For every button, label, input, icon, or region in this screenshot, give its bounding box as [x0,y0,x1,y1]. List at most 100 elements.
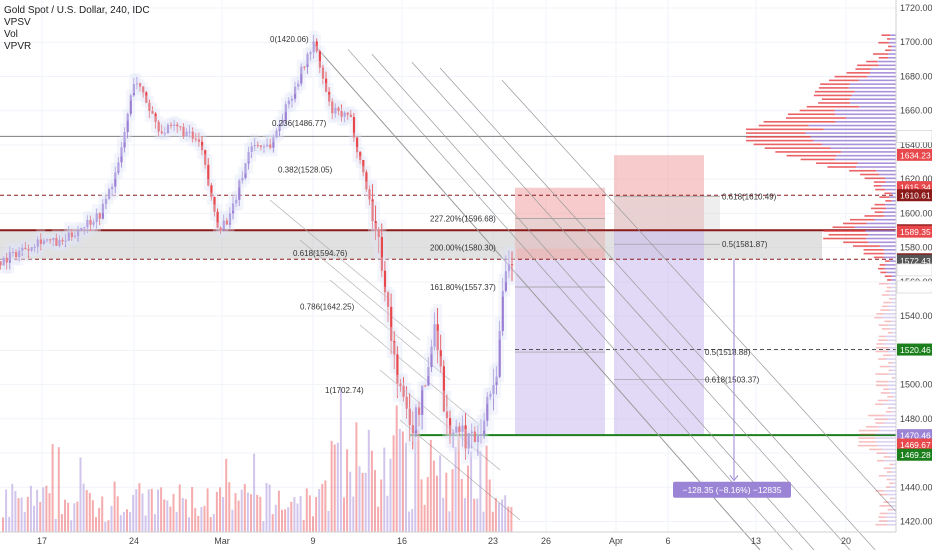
vp-bar-buy [876,169,896,172]
vp-bar-sell [874,211,884,213]
indicator-vol[interactable]: Vol [4,29,18,40]
vp-bar-buy [886,452,896,454]
retrace-label: 0.618(1503.37) [705,375,760,384]
vp-bar-buy [883,343,896,345]
volume-bar [321,483,324,532]
volume-bar [191,487,194,532]
volume-bar [60,514,63,532]
volume-bar [284,509,287,532]
vp-bar-sell [885,486,890,488]
candle-body [188,131,191,133]
candle-body [89,220,92,225]
price-tag: 1572.43 [900,256,931,266]
vp-bar-sell [863,252,885,255]
volume-bar [184,499,187,532]
vp-bar-buy [875,433,896,436]
candle-body [368,189,371,200]
vp-bar-sell [832,226,855,229]
vp-bar-buy [883,490,896,492]
vp-bar-sell [884,275,892,277]
indicator-vpsv[interactable]: VPSV [4,17,31,28]
candle-body [334,107,337,114]
vp-bar-sell [886,471,892,473]
candle-body [312,41,315,53]
vp-bar-sell [865,426,879,428]
vp-bar-sell [885,410,892,413]
vp-bar-sell [873,53,888,55]
vp-bar-sell [875,422,884,424]
vp-bar-sell [878,474,886,477]
volume-bar [290,501,293,532]
price-tag-bg [897,438,932,451]
vp-bar-sell [873,256,884,259]
vp-bar-buy [846,117,896,119]
vp-bar-buy [892,395,896,398]
candle-body [294,86,297,99]
vp-bar-sell [878,282,889,285]
vp-bar-buy [889,328,896,330]
candle-body [83,227,86,229]
vp-bar-sell [883,456,891,458]
vp-bar-sell [885,200,892,202]
candle-body [387,292,390,307]
volume-bar [135,489,138,532]
time-axis: 17 24 Mar 9 16 23 26 Apr 6 13 20 [0,531,896,546]
channel-line [501,79,932,550]
candle-body [173,124,176,126]
volume-bar [281,509,283,532]
volume-bar [188,517,190,532]
vp-bar-buy [891,369,896,372]
candle-body [259,145,263,147]
vp-bar-sell [823,230,866,232]
volume-bar [498,502,500,532]
volume-bar [33,505,35,532]
vp-bar-buy [865,230,896,232]
vp-bar-buy [875,441,896,443]
volume-bar [436,475,438,532]
candle-body [49,239,52,241]
candle-body [284,104,287,120]
volume-bar [141,493,144,532]
volume-bar [293,497,296,532]
candle-body [21,247,24,251]
candle-body [2,257,5,266]
vp-bar-sell [879,493,888,496]
candle-body [263,146,266,148]
vp-bar-buy [886,207,896,210]
vp-bar-sell [878,339,888,342]
volume-bar [485,445,488,532]
candle-body [182,126,185,137]
volume-bar [383,447,386,532]
vp-bar-sell [883,301,891,304]
indicator-vpvr[interactable]: VPVR [4,41,32,52]
vp-bar-buy [891,410,896,413]
y-tick-label: 1660.00 [900,106,932,116]
price-tag-bg [897,148,932,161]
candle-body [142,86,145,93]
volume-bar [240,489,243,532]
vp-bar-buy [810,136,896,138]
volume-bar [197,515,200,532]
channel-line [311,41,761,550]
candle-body [219,227,222,230]
volume-bar [101,496,104,532]
candle-body [95,213,98,222]
vp-bar-buy [874,218,896,221]
price-tag-bg [896,263,932,277]
volume-bar [119,515,122,532]
candle-body [458,426,461,432]
vp-bar-buy [887,493,896,496]
vp-bar-sell [886,286,892,289]
y-tick-label: 1700.00 [900,37,932,47]
vp-bar-buy [881,185,896,187]
vp-bar-buy [889,365,896,368]
x-tick-label: Apr [609,536,623,546]
vp-bar-buy [885,335,896,338]
price-levels [0,135,896,437]
candle-body [300,66,303,84]
x-tick-label: Mar [214,536,230,546]
x-tick-label: 17 [37,536,47,546]
volume-bar [414,426,417,532]
vp-bar-sell [879,505,890,507]
